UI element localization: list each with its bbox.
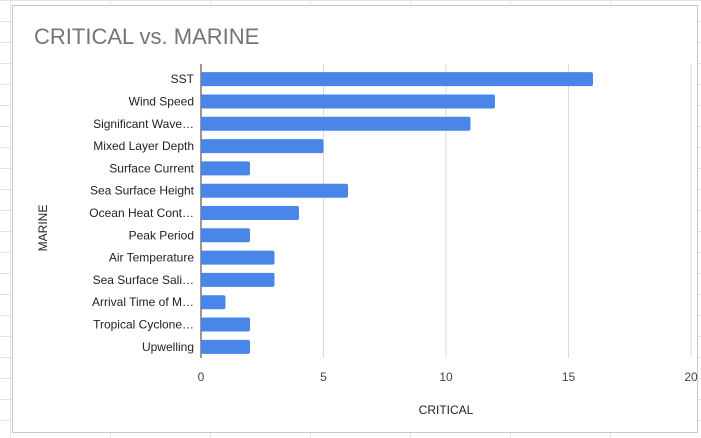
- category-label: SST: [171, 72, 195, 86]
- bar[interactable]: [201, 72, 593, 87]
- category-label: Arrival Time of M…: [92, 295, 194, 309]
- category-label: Air Temperature: [109, 251, 194, 265]
- category-label: Upwelling: [142, 340, 194, 354]
- x-tick-label: 0: [198, 370, 205, 384]
- bar[interactable]: [201, 94, 495, 109]
- bar[interactable]: [201, 228, 250, 243]
- bar-chart: SST Wind Speed Significant Wave… Mixed Laye…: [36, 64, 698, 417]
- bar[interactable]: [201, 317, 250, 332]
- category-labels: SST Wind Speed Significant Wave… Mixed Laye…: [89, 72, 194, 354]
- bar[interactable]: [201, 139, 324, 154]
- x-tick-label: 15: [562, 370, 576, 384]
- x-tick-labels: 0 5 10 15 20: [198, 370, 698, 384]
- category-label: Tropical Cyclone…: [93, 318, 194, 332]
- category-label: Sea Surface Height: [90, 184, 195, 198]
- category-label: Peak Period: [129, 228, 194, 242]
- chart-card[interactable]: CRITICAL vs. MARINE SST Wind Speed Signifi…: [12, 5, 698, 433]
- category-label: Ocean Heat Cont…: [89, 206, 194, 220]
- bar[interactable]: [201, 250, 275, 265]
- x-tick-label: 10: [439, 370, 453, 384]
- x-axis-title: CRITICAL: [419, 403, 474, 417]
- gridlines: [200, 64, 692, 358]
- bar[interactable]: [201, 116, 471, 131]
- category-label: Wind Speed: [129, 94, 194, 108]
- bar[interactable]: [201, 183, 348, 198]
- bar[interactable]: [201, 272, 275, 287]
- bar[interactable]: [201, 339, 250, 354]
- bar[interactable]: [201, 295, 226, 310]
- chart-title: CRITICAL vs. MARINE: [34, 24, 260, 49]
- bar[interactable]: [201, 206, 299, 220]
- category-label: Significant Wave…: [93, 117, 194, 131]
- x-tick-label: 20: [684, 370, 698, 384]
- category-label: Surface Current: [109, 161, 194, 175]
- bar[interactable]: [201, 161, 250, 176]
- y-axis-title: MARINE: [36, 205, 50, 252]
- category-label: Sea Surface Sali…: [93, 273, 194, 287]
- x-tick-label: 5: [320, 370, 327, 384]
- category-label: Mixed Layer Depth: [93, 139, 194, 153]
- bars: [201, 72, 593, 354]
